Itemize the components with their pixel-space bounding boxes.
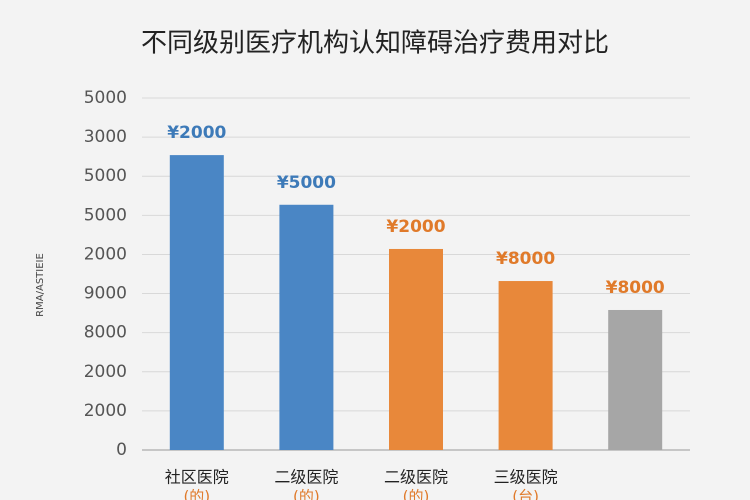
bar — [169, 155, 224, 450]
x-tick-sublabel: (台) — [512, 488, 539, 500]
x-tick-label: 二级医院 — [274, 468, 338, 487]
bar — [498, 281, 553, 450]
value-label: ¥2000 — [386, 217, 445, 237]
x-tick-label: 三级医院 — [494, 468, 558, 487]
y-tick-label: 5000 — [84, 166, 127, 186]
y-axis-label: RMA/ASTIEIE — [35, 253, 46, 317]
x-tick-sublabel: (的) — [293, 488, 320, 500]
x-tick-label: 社区医院 — [165, 468, 229, 487]
bar — [279, 204, 334, 450]
x-tick-label: 二级医院 — [384, 468, 448, 487]
y-tick-label: 3000 — [84, 127, 127, 147]
y-tick-label: 0 — [116, 440, 127, 460]
y-tick-label: 2000 — [84, 244, 127, 264]
x-tick-sublabel: (的) — [403, 488, 430, 500]
y-tick-label: 2000 — [84, 401, 127, 421]
value-label: ¥5000 — [277, 173, 336, 193]
value-label: ¥8000 — [496, 249, 555, 269]
y-tick-label: 9000 — [84, 284, 127, 304]
y-tick-label: 5000 — [84, 205, 127, 225]
bar — [389, 248, 443, 450]
y-tick-label: 5000 — [84, 88, 127, 108]
y-tick-label: 8000 — [84, 323, 127, 343]
y-tick-label: 2000 — [84, 362, 127, 382]
bar — [608, 309, 663, 450]
chart-title: 不同级别医疗机构认知障碍治疗费用对比 — [141, 29, 609, 59]
x-tick-sublabel: (的) — [183, 488, 210, 500]
value-label: ¥2000 — [167, 123, 226, 143]
value-label: ¥8000 — [606, 278, 665, 298]
